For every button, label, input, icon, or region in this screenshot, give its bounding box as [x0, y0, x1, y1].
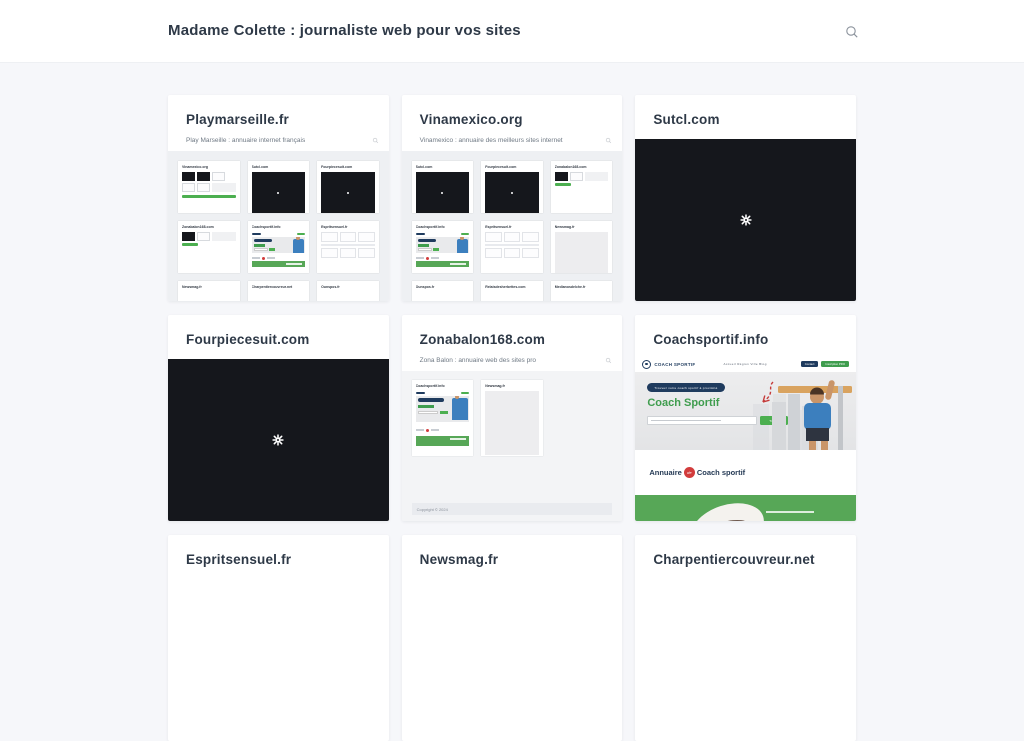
mini-site-card: Zonabalon168.com	[178, 221, 240, 273]
site-card-fourpiecesuit[interactable]: Fourpiecesuit.com	[168, 315, 389, 521]
mini-site-card: Vinamexico.org	[178, 161, 240, 213]
site-card-espritsensuel[interactable]: Espritsensuel.fr	[168, 535, 389, 741]
coach-brand: COACH SPORTIF	[654, 361, 696, 367]
coach-logo-icon	[642, 359, 652, 369]
coach-nav: Accueil Région Ville Blog	[723, 362, 767, 366]
mini-site-card: Newsmag.fr	[481, 380, 543, 456]
loading-gear-icon	[272, 434, 284, 446]
mini-site-card: Coachsportif.info	[411, 221, 474, 273]
coach-inscription-button: Inscription PRO	[821, 360, 849, 368]
mini-site-card: Medianosdelche.fr	[550, 281, 613, 301]
mini-site-card: Relaisdesherbettes.com	[481, 281, 543, 301]
card-title: Sutcl.com	[653, 112, 720, 127]
site-screenshot-loading[interactable]	[635, 139, 856, 301]
arrow-doodle-icon	[762, 381, 774, 403]
coach-annuaire-row: Annuaire de Coach sportif	[635, 450, 856, 495]
annuaire-badge: de	[683, 467, 695, 478]
card-title: Playmarseille.fr	[186, 112, 290, 127]
card-subtitle: Vinamexico : annuaire des meilleurs site…	[419, 137, 563, 144]
mini-site-card: Ounspos.fr	[317, 281, 379, 301]
search-icon[interactable]	[844, 24, 860, 40]
annuaire-text: Annuaire	[649, 468, 682, 477]
site-screenshot[interactable]: Sutcl.com Fourpiecesuit.com Zonabalon168…	[401, 151, 623, 301]
mini-directory-grid: Sutcl.com Fourpiecesuit.com Zonabalon168…	[402, 151, 623, 301]
annuaire-text: Coach sportif	[696, 468, 746, 477]
card-subtitle: Zona Balon : annuaire web des sites pro	[419, 357, 537, 364]
site-card-charpentiercouvreur[interactable]: Charpentiercouvreur.net	[635, 535, 856, 741]
site-card-sutcl[interactable]: Sutcl.com	[635, 95, 856, 301]
site-screenshot-loading[interactable]	[168, 359, 389, 521]
card-title: Newsmag.fr	[419, 552, 499, 567]
loading-gear-icon	[740, 214, 752, 226]
mini-site-footer: Copyright © 2024	[411, 503, 613, 515]
card-search-icon	[372, 137, 378, 144]
site-card-vinamexico[interactable]: Vinamexico.org Vinamexico : annuaire des…	[401, 95, 623, 301]
card-title: Charpentiercouvreur.net	[653, 552, 815, 567]
mini-site-card: Espritsensuel.fr	[481, 221, 543, 273]
page-title: Madame Colette : journaliste web pour vo…	[168, 22, 521, 39]
mini-site-card: Newsmag.fr	[178, 281, 240, 301]
site-screenshot[interactable]: Coachsportif.info	[401, 371, 623, 521]
mini-site-card: Ounspos.fr	[411, 281, 474, 301]
site-card-grid: Playmarseille.fr Play Marseille : annuai…	[168, 95, 856, 741]
card-title: Coachsportif.info	[653, 332, 769, 347]
coach-search-bar: Trouver	[647, 416, 789, 425]
mini-site-card: Fourpiecesuit.com	[317, 161, 379, 213]
mini-site-card: Coachsportif.info	[411, 380, 474, 456]
coach-photo	[772, 380, 852, 450]
coach-contact-button: Contact	[800, 360, 819, 368]
mini-site-card: Coachsportif.info	[247, 221, 310, 273]
mini-site-card: Sutcl.com	[411, 161, 474, 213]
site-screenshot[interactable]: Vinamexico.org Sutcl.com Fourpiecesuit.c…	[168, 151, 389, 301]
site-card-playmarseille[interactable]: Playmarseille.fr Play Marseille : annuai…	[168, 95, 389, 301]
mini-site-card: Sutcl.com	[247, 161, 310, 213]
band-subtext-bar	[766, 511, 815, 513]
site-card-newsmag[interactable]: Newsmag.fr	[401, 535, 623, 741]
card-search-icon	[606, 137, 612, 144]
mini-site-card: Espritsensuel.fr	[317, 221, 379, 273]
coach-hero: Trouvez votre coach sportif à proximité …	[635, 372, 856, 450]
site-card-zonabalon[interactable]: Zonabalon168.com Zona Balon : annuaire w…	[401, 315, 623, 521]
mini-site-card: Newsmag.fr	[550, 221, 613, 273]
card-title: Vinamexico.org	[419, 112, 523, 127]
coach-site-header: COACH SPORTIF Accueil Région Ville Blog …	[635, 356, 856, 372]
mini-directory-grid: Vinamexico.org Sutcl.com Fourpiecesuit.c…	[168, 151, 389, 301]
coach-hero-title: Coach Sportif	[647, 397, 720, 409]
site-card-coachsportif[interactable]: Coachsportif.info COACH SPORTIF Accueil …	[635, 315, 856, 521]
coach-hero-pill: Trouvez votre coach sportif à proximité	[647, 383, 725, 392]
mini-site-card: Zonabalon168.com	[550, 161, 613, 213]
coach-green-band: Meilleurs Services Coach Sportif	[635, 495, 856, 521]
card-title: Fourpiecesuit.com	[186, 332, 310, 347]
card-title: Espritsensuel.fr	[186, 552, 292, 567]
coach-search-input	[647, 416, 758, 425]
app-header: Madame Colette : journaliste web pour vo…	[0, 0, 1024, 63]
card-title: Zonabalon168.com	[419, 332, 546, 347]
mini-site-card: Charpentiercouvreur.net	[247, 281, 310, 301]
card-search-icon	[606, 357, 612, 364]
site-screenshot[interactable]: COACH SPORTIF Accueil Région Ville Blog …	[635, 356, 856, 521]
card-subtitle: Play Marseille : annuaire internet franç…	[186, 137, 306, 144]
mini-directory-grid: Coachsportif.info	[402, 371, 623, 465]
mini-site-card: Fourpiecesuit.com	[481, 161, 543, 213]
